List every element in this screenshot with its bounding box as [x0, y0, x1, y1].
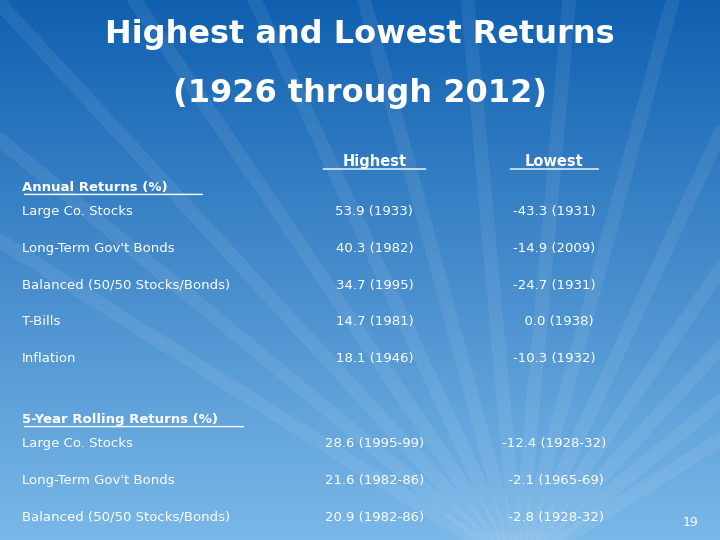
Text: Balanced (50/50 Stocks/Bonds): Balanced (50/50 Stocks/Bonds)	[22, 279, 230, 292]
Text: 40.3 (1982): 40.3 (1982)	[336, 242, 413, 255]
Text: Large Co. Stocks: Large Co. Stocks	[22, 205, 132, 218]
Text: Highest: Highest	[342, 154, 407, 169]
Text: 53.9 (1933): 53.9 (1933)	[336, 205, 413, 218]
Text: Inflation: Inflation	[22, 352, 76, 365]
Text: -12.4 (1928-32): -12.4 (1928-32)	[503, 437, 606, 450]
Text: -24.7 (1931): -24.7 (1931)	[513, 279, 595, 292]
Text: Lowest: Lowest	[525, 154, 584, 169]
Text: -10.3 (1932): -10.3 (1932)	[513, 352, 595, 365]
Text: 34.7 (1995): 34.7 (1995)	[336, 279, 413, 292]
Text: -2.8 (1928-32): -2.8 (1928-32)	[505, 511, 604, 524]
Text: -14.9 (2009): -14.9 (2009)	[513, 242, 595, 255]
Text: Long-Term Gov't Bonds: Long-Term Gov't Bonds	[22, 242, 174, 255]
Text: 19: 19	[683, 516, 698, 529]
Text: Balanced (50/50 Stocks/Bonds): Balanced (50/50 Stocks/Bonds)	[22, 511, 230, 524]
Text: T-Bills: T-Bills	[22, 315, 60, 328]
Text: -43.3 (1931): -43.3 (1931)	[513, 205, 595, 218]
Text: Large Co. Stocks: Large Co. Stocks	[22, 437, 132, 450]
Text: (1926 through 2012): (1926 through 2012)	[173, 78, 547, 109]
Text: 18.1 (1946): 18.1 (1946)	[336, 352, 413, 365]
Text: Annual Returns (%): Annual Returns (%)	[22, 181, 167, 194]
Text: 21.6 (1982-86): 21.6 (1982-86)	[325, 474, 424, 487]
Text: Long-Term Gov't Bonds: Long-Term Gov't Bonds	[22, 474, 174, 487]
Text: -2.1 (1965-69): -2.1 (1965-69)	[505, 474, 604, 487]
Text: 14.7 (1981): 14.7 (1981)	[336, 315, 413, 328]
Text: 5-Year Rolling Returns (%): 5-Year Rolling Returns (%)	[22, 413, 217, 426]
Text: 28.6 (1995-99): 28.6 (1995-99)	[325, 437, 424, 450]
Text: 0.0 (1938): 0.0 (1938)	[516, 315, 593, 328]
Text: 20.9 (1982-86): 20.9 (1982-86)	[325, 511, 424, 524]
Text: Highest and Lowest Returns: Highest and Lowest Returns	[105, 19, 615, 50]
